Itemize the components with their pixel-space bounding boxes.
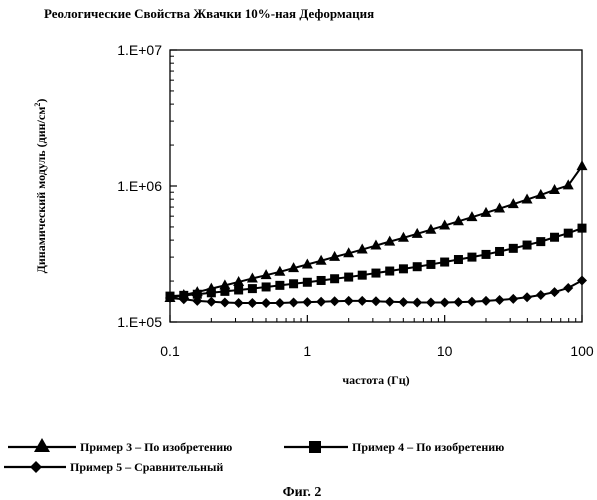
series-1-point bbox=[317, 276, 326, 285]
legend: Пример 3 – По изобретению Пример 4 – По … bbox=[4, 438, 504, 474]
series-1-point bbox=[523, 241, 532, 250]
series-2-point bbox=[275, 298, 285, 308]
series-1-point bbox=[344, 273, 353, 282]
x-tick-label: 100 bbox=[570, 343, 594, 359]
series-1-point bbox=[262, 282, 271, 291]
series-1-point bbox=[330, 274, 339, 283]
figure-caption: Фиг. 2 bbox=[283, 485, 322, 500]
y-axis-label-tail: ) bbox=[34, 99, 48, 103]
series-1-point bbox=[467, 253, 476, 262]
legend-label-2: Пример 5 – Сравнительный bbox=[70, 460, 223, 474]
series-1-point bbox=[371, 269, 380, 278]
series-1-point bbox=[234, 285, 243, 294]
series-2-point bbox=[302, 297, 312, 307]
y-tick-label: 1.E+06 bbox=[117, 178, 162, 194]
legend-label-0: Пример 3 – По изобретению bbox=[80, 440, 232, 454]
plot-frame bbox=[170, 50, 582, 322]
series-line-0 bbox=[170, 166, 582, 298]
series-1-point bbox=[564, 229, 573, 238]
series-2-point bbox=[385, 297, 395, 307]
series-2-point bbox=[495, 295, 505, 305]
legend-item-0: Пример 3 – По изобретению bbox=[8, 438, 232, 454]
y-tick-label: 1.E+05 bbox=[117, 314, 162, 330]
x-tick-label: 10 bbox=[437, 343, 453, 359]
series-line-1 bbox=[170, 228, 582, 296]
y-axis-label-main: Динамический модуль (дин/см bbox=[34, 107, 48, 274]
series-1-point bbox=[536, 237, 545, 246]
series-2-point bbox=[412, 298, 422, 308]
y-axis: 1.E+05 1.E+06 1.E+07 bbox=[117, 42, 177, 330]
series-2-point bbox=[508, 294, 518, 304]
x-tick-label: 1 bbox=[303, 343, 311, 359]
series-1-point bbox=[440, 258, 449, 267]
series-1-point bbox=[454, 255, 463, 264]
legend-item-2: Пример 5 – Сравнительный bbox=[4, 460, 223, 474]
y-axis-label: Динамический модуль (дин/см2) bbox=[33, 99, 48, 274]
series-0-point bbox=[577, 160, 588, 170]
series-2-point bbox=[426, 298, 436, 308]
plot-area bbox=[170, 50, 582, 322]
series-2-point bbox=[234, 298, 244, 308]
series-1-point bbox=[275, 281, 284, 290]
legend-label-1: Пример 4 – По изобретению bbox=[352, 440, 504, 454]
series-1-point bbox=[578, 224, 587, 233]
series-1-point bbox=[303, 278, 312, 287]
series-2-point bbox=[330, 296, 340, 306]
chart-title: Реологические Свойства Жвачки 10%-ная Де… bbox=[44, 6, 374, 21]
series-1-point bbox=[413, 262, 422, 271]
legend-diamond-marker bbox=[30, 461, 42, 473]
series-2-point bbox=[481, 296, 491, 306]
series-1-point bbox=[399, 264, 408, 273]
series-layer bbox=[165, 160, 588, 308]
series-1-point bbox=[358, 271, 367, 280]
series-1-point bbox=[207, 288, 216, 297]
series-1-point bbox=[220, 287, 229, 296]
series-1 bbox=[166, 224, 587, 301]
series-2-point bbox=[577, 275, 587, 285]
series-2-point bbox=[440, 298, 450, 308]
series-2-point bbox=[371, 296, 381, 306]
series-0 bbox=[165, 160, 588, 302]
series-1-point bbox=[289, 279, 298, 288]
series-2-point bbox=[357, 296, 367, 306]
series-2-point bbox=[344, 296, 354, 306]
series-2-point bbox=[261, 298, 271, 308]
series-2-point bbox=[398, 297, 408, 307]
legend-item-1: Пример 4 – По изобретению bbox=[284, 440, 504, 454]
series-2-point bbox=[536, 290, 546, 300]
series-1-point bbox=[385, 267, 394, 276]
series-1-point bbox=[495, 247, 504, 256]
series-2-point bbox=[550, 287, 560, 297]
series-2-point bbox=[316, 297, 326, 307]
series-2-point bbox=[563, 283, 573, 293]
series-2-point bbox=[206, 297, 216, 307]
x-axis-label: частота (Гц) bbox=[342, 373, 409, 387]
series-1-point bbox=[482, 250, 491, 259]
series-2-point bbox=[453, 297, 463, 307]
series-1-point bbox=[550, 233, 559, 242]
y-tick-label: 1.E+07 bbox=[117, 42, 162, 58]
series-2-point bbox=[522, 292, 532, 302]
series-2-point bbox=[289, 298, 299, 308]
series-2-point bbox=[247, 298, 257, 308]
series-1-point bbox=[509, 244, 518, 253]
series-2-point bbox=[220, 298, 230, 308]
legend-triangle-marker bbox=[34, 438, 50, 452]
series-2-point bbox=[467, 297, 477, 307]
series-1-point bbox=[426, 260, 435, 269]
legend-square-marker bbox=[309, 441, 321, 453]
x-tick-label: 0.1 bbox=[160, 343, 180, 359]
series-1-point bbox=[248, 284, 257, 293]
